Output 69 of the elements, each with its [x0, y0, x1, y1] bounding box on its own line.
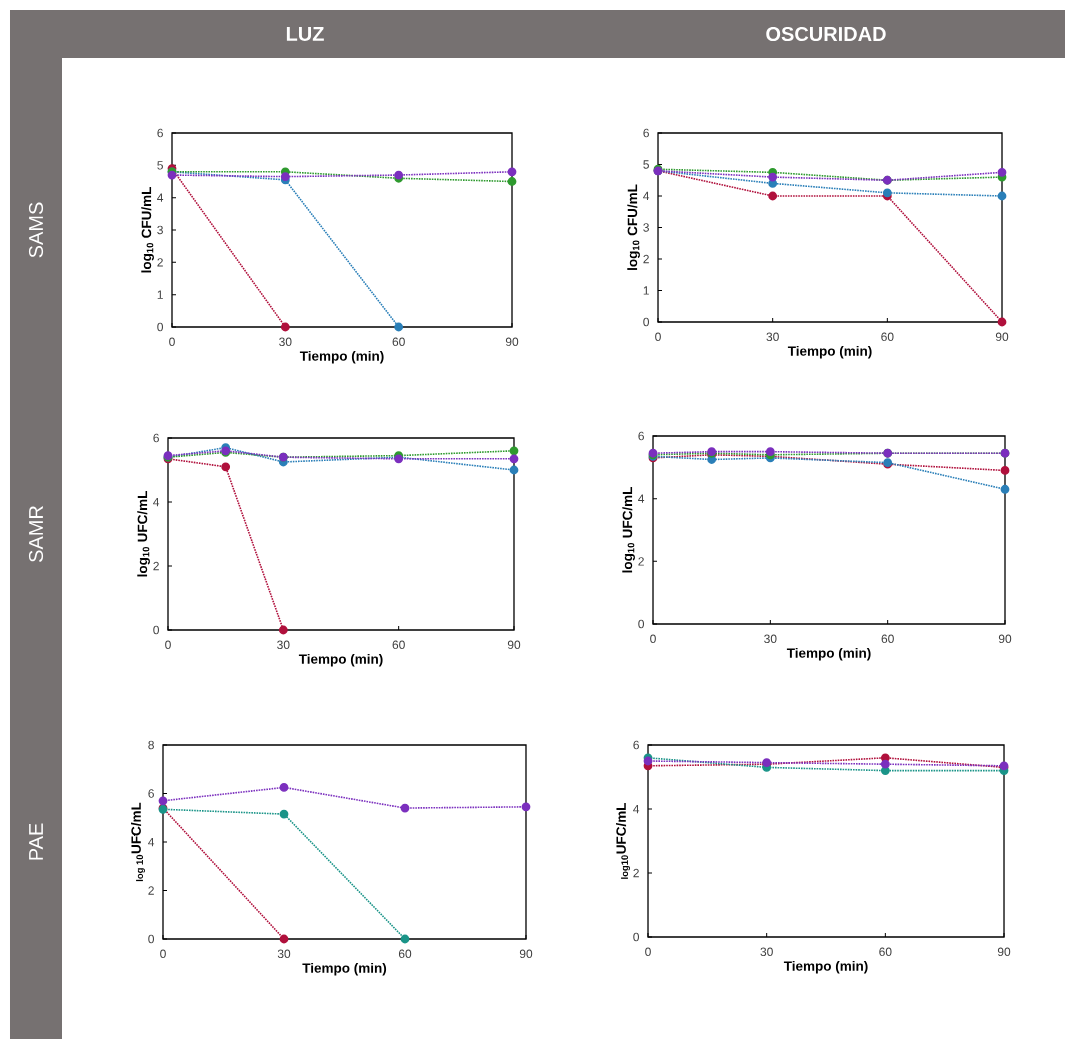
y-tick-label: 0 [153, 625, 159, 635]
y-tick-label: 2 [153, 561, 159, 571]
y-tick-label: 0 [148, 934, 155, 944]
x-tick-label: 30 [766, 332, 779, 342]
x-tick-label: 30 [760, 947, 773, 957]
y-tick-label: 0 [638, 619, 645, 629]
x-tick-label: 90 [997, 947, 1011, 957]
y-tick-label: 4 [633, 804, 640, 814]
x-tick-label: 60 [879, 947, 892, 957]
text: SAMR [28, 506, 44, 562]
y-tick-label: 2 [643, 254, 649, 264]
x-tick-label: 90 [998, 634, 1012, 644]
y-tick-label: 5 [643, 160, 649, 169]
y-tick-label: 6 [633, 740, 639, 750]
x-tick-label: 90 [507, 640, 521, 650]
x-tick-label: 90 [995, 332, 1009, 342]
chart-title: LUZ [286, 27, 324, 41]
text: PAE [29, 823, 43, 860]
y-tick-label: 2 [633, 868, 639, 878]
text: SAMS [28, 202, 44, 258]
x-axis-title: Tiempo (min) [302, 962, 387, 976]
y-tick-label: 2 [638, 557, 644, 566]
y-axis-title: $_{log10}$UFC/mL [615, 802, 630, 879]
y-tick-label: 6 [148, 789, 154, 798]
y-tick-label: 3 [643, 223, 649, 232]
y-tick-label: 0 [643, 317, 650, 327]
x-axis-title: Tiempo (min) [787, 345, 872, 359]
x-axis-title: Tiempo (min) [299, 350, 384, 364]
y-axis-title: log$_{10}$ CFU/mL [627, 184, 640, 270]
y-tick-label: 4 [638, 494, 645, 503]
y-tick-label: 3 [157, 225, 163, 235]
x-axis-title: Tiempo (min) [786, 647, 871, 661]
y-axis-title: $_{log 10}$UFC/mL [130, 802, 145, 882]
y-tick-label: 6 [153, 433, 159, 443]
y-tick-label: 6 [157, 128, 163, 138]
x-tick-label: 30 [277, 949, 291, 959]
y-tick-label: 0 [157, 322, 163, 332]
y-tick-label: 4 [643, 191, 650, 201]
x-tick-label: 30 [277, 640, 290, 650]
y-axis-title: log$_{10}$ CFU/mL [141, 187, 154, 273]
x-tick-label: 0 [165, 640, 171, 650]
y-tick-label: 6 [643, 128, 649, 138]
x-tick-label: 30 [764, 634, 777, 644]
x-tick-label: 60 [392, 640, 405, 650]
x-tick-label: 60 [881, 634, 894, 644]
y-tick-label: 1 [157, 290, 163, 299]
y-tick-label: 1 [643, 286, 649, 295]
y-tick-label: 0 [633, 932, 640, 942]
y-tick-label: 6 [638, 431, 644, 441]
x-tick-label: 0 [655, 332, 661, 342]
y-axis-title: log$_{10}$ UFC/mL [622, 487, 635, 573]
x-axis-title: Tiempo (min) [783, 960, 868, 974]
y-tick-label: 2 [157, 258, 163, 267]
y-tick-label: 4 [153, 497, 160, 507]
x-tick-label: 60 [398, 949, 412, 959]
chart-title: OSCURIDAD [766, 26, 886, 42]
y-tick-label: 5 [157, 161, 163, 170]
y-axis-title: log$_{10}$ UFC/mL [137, 491, 150, 577]
y-tick-label: 4 [157, 193, 164, 202]
x-tick-label: 30 [279, 337, 292, 347]
y-tick-label: 4 [148, 837, 155, 847]
y-tick-label: 8 [148, 740, 154, 750]
y-tick-label: 2 [148, 886, 154, 895]
x-tick-label: 60 [392, 337, 405, 347]
x-tick-label: 60 [881, 332, 894, 342]
x-tick-label: 90 [505, 337, 519, 347]
x-axis-title: Tiempo (min) [298, 653, 383, 667]
x-tick-label: 0 [169, 337, 175, 347]
x-tick-label: 90 [519, 949, 533, 959]
